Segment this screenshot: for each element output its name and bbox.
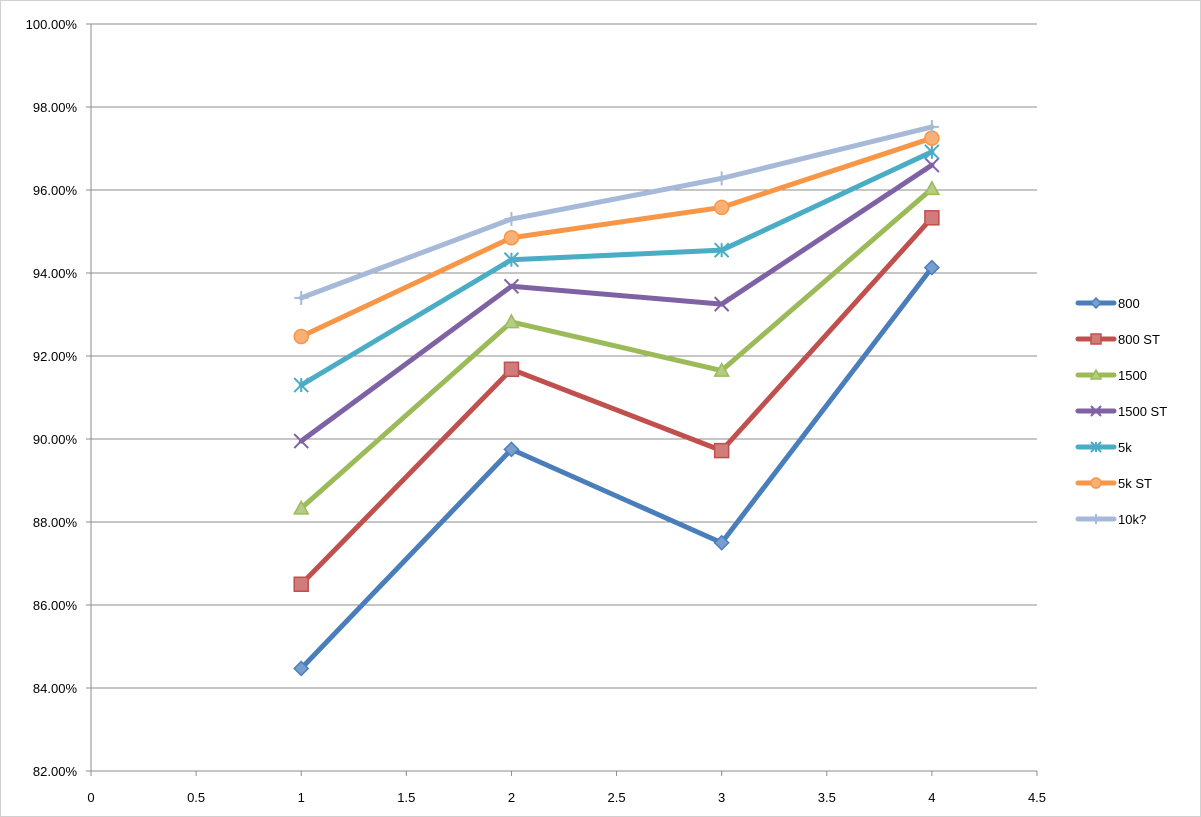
data-point-800-st (293, 576, 309, 592)
data-point-800 (503, 441, 520, 458)
data-point-5k (713, 242, 730, 258)
legend-swatch-marker (1090, 477, 1102, 489)
x-tick-label: 3.5 (818, 790, 836, 805)
data-point-5k-st (293, 328, 309, 345)
series-line-1500 (298, 186, 935, 511)
series-markers (292, 119, 941, 677)
data-point-1500-st (293, 433, 309, 449)
data-point-800 (293, 660, 310, 677)
legend-swatch-marker (1089, 368, 1103, 380)
data-point-800 (923, 259, 940, 276)
legend-swatch-marker (1089, 296, 1103, 310)
data-point-5k-st (713, 199, 730, 216)
y-tick-label: 82.00% (33, 764, 78, 779)
legend-swatch-marker (1091, 514, 1101, 524)
data-point-10k (294, 290, 309, 305)
legend-swatch-marker (1090, 405, 1102, 417)
data-point-1500-st (924, 157, 940, 173)
legend-item-5k: 5k (1075, 440, 1132, 455)
legend-swatch-marker (1090, 333, 1102, 345)
y-tick-label: 86.00% (33, 598, 78, 613)
data-point-5k-st (503, 229, 520, 246)
legend-item-800-st: 800 ST (1075, 332, 1160, 347)
series-line-800 (298, 265, 935, 671)
data-point-5k (503, 252, 520, 268)
y-tick-label: 100.00% (26, 17, 78, 32)
data-point-800-st (713, 442, 730, 459)
data-point-800-st (924, 210, 940, 226)
x-tick-label: 4.5 (1028, 790, 1046, 805)
legend: 800 800 ST 1500 1500 ST 5k 5k ST 10k? (1075, 296, 1167, 527)
legend-item-1500: 1500 (1075, 368, 1147, 383)
legend-label: 1500 ST (1118, 404, 1167, 419)
data-point-800-st (503, 361, 520, 378)
legend-label: 800 ST (1118, 332, 1160, 347)
data-point-800 (713, 534, 730, 551)
series-line-5k (298, 149, 935, 388)
legend-item-1500-st: 1500 ST (1075, 404, 1167, 419)
data-point-10k (924, 119, 939, 134)
x-tick-label: 1 (298, 790, 305, 805)
data-point-1500 (923, 180, 941, 196)
legend-item-10k: 10k? (1075, 512, 1146, 527)
legend-label: 5k ST (1118, 476, 1152, 491)
y-tick-label: 96.00% (33, 183, 78, 198)
legend-item-5k-st: 5k ST (1075, 476, 1152, 491)
y-tick-label: 98.00% (33, 100, 78, 115)
x-tick-label: 0.5 (187, 790, 205, 805)
y-tick-label: 90.00% (33, 432, 78, 447)
legend-label: 10k? (1118, 512, 1146, 527)
legend-label: 5k (1118, 440, 1132, 455)
x-tick-label: 2 (508, 790, 515, 805)
data-point-1500 (503, 313, 520, 329)
tick-labels: 82.00% 84.00% 86.00% 88.00% 90.00% 92.00% 94.0… (26, 17, 1046, 805)
legend-swatch-marker (1090, 441, 1102, 453)
data-point-1500 (713, 361, 730, 377)
x-tick-label: 3 (718, 790, 725, 805)
data-point-10k (714, 171, 729, 186)
y-tick-label: 84.00% (33, 681, 78, 696)
y-tick-label: 94.00% (33, 266, 78, 281)
y-tick-label: 92.00% (33, 349, 78, 364)
y-tick-label: 88.00% (33, 515, 78, 530)
data-point-1500 (292, 499, 310, 515)
legend-item-800: 800 (1075, 296, 1140, 311)
data-point-10k (504, 212, 519, 227)
x-tick-label: 1.5 (397, 790, 415, 805)
series-line-10k (298, 124, 935, 301)
series-lines (298, 124, 935, 671)
x-tick-label: 4 (928, 790, 935, 805)
data-point-5k (293, 377, 309, 393)
data-point-1500-st (713, 296, 730, 312)
x-tick-label: 0 (87, 790, 94, 805)
data-point-5k (924, 144, 940, 160)
series-line-1500-st (298, 162, 935, 444)
legend-label: 1500 (1118, 368, 1147, 383)
series-line-800-st (298, 215, 935, 587)
axes (86, 23, 1038, 776)
x-tick-label: 2.5 (608, 790, 626, 805)
legend-label: 800 (1118, 296, 1140, 311)
series-line-5k-st (298, 135, 935, 339)
data-point-1500-st (503, 278, 520, 294)
